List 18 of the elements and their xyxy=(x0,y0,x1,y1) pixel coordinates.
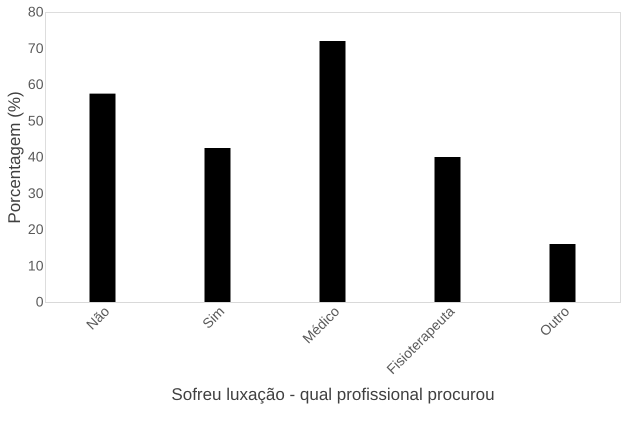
y-tick-label: 50 xyxy=(28,112,44,128)
y-tick-label: 80 xyxy=(28,4,44,20)
bar xyxy=(204,148,230,302)
bar xyxy=(90,94,116,302)
x-tick-label: Sim xyxy=(199,303,228,332)
bar xyxy=(550,244,576,302)
x-tick-label: Não xyxy=(82,302,113,333)
y-tick-label: 40 xyxy=(28,148,44,164)
y-tick-label: 30 xyxy=(28,184,44,201)
y-tick-label: 70 xyxy=(28,40,44,56)
y-tick-label: 0 xyxy=(36,294,44,310)
y-tick-label: 20 xyxy=(28,221,44,237)
y-tick-label: 10 xyxy=(28,257,44,274)
x-axis-title: Sofreu luxação - qual profissional procurou xyxy=(171,385,495,404)
y-axis-title: Porcentagem (%) xyxy=(4,91,24,224)
y-tick-label: 60 xyxy=(28,76,44,92)
bar xyxy=(320,41,346,302)
bar xyxy=(434,157,460,302)
